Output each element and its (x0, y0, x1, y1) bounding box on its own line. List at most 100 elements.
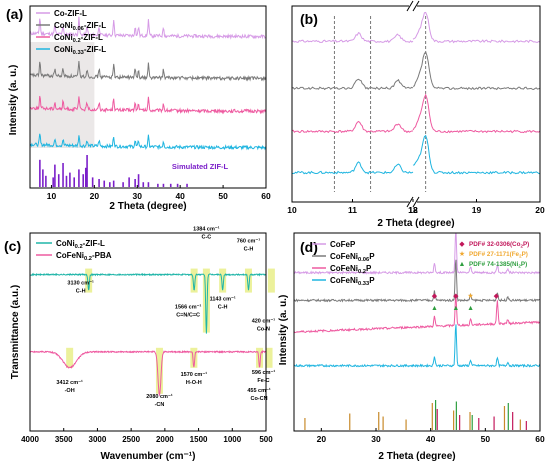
panel-c-series-line (30, 349, 266, 397)
panel-b-tick-label: 20 (535, 205, 545, 215)
panel-c-annotation-group: C-C (202, 235, 212, 241)
panel-d-peak-marker: ◆ (453, 293, 459, 300)
panel-c-annotation-position: 3130 cm⁻¹ (67, 280, 94, 287)
panel-b-tick-label: 19 (472, 205, 482, 215)
panel-d-series-line (294, 259, 540, 303)
panel-a-series-line (30, 133, 266, 151)
panel-d-tick-label: 40 (426, 434, 436, 444)
panel-b-series-line (292, 78, 414, 91)
panel-c-tick-label: 4000 (21, 435, 39, 444)
panel-b-series-line (292, 120, 413, 134)
panel-c-xlabel: Wavenumber (cm⁻¹) (101, 451, 196, 462)
panel-c-band (66, 347, 74, 368)
panel-d-series-line (294, 295, 540, 334)
panel-c-legend-label: CoNi0.2-ZIF-L (56, 239, 105, 250)
panel-c-band (190, 268, 198, 293)
panel-d-tick-label: 30 (371, 434, 381, 444)
panel-c-annotation-position: 2080 cm⁻¹ (146, 393, 173, 400)
panel-a-tick-label: 10 (47, 191, 57, 201)
panel-a-tick-label: 20 (90, 191, 100, 201)
panel-d-label: (d) (300, 239, 318, 255)
panel-d-ylabel: Intensity (a. u.) (278, 295, 289, 366)
panel-a-reference-label: Simulated ZIF-L (172, 162, 229, 171)
panel-a-legend-label: CoNi0.2-ZIF-L (54, 33, 103, 44)
panel-d-legend-label: CoFeNi0.06P (330, 252, 375, 263)
panel-c-band (267, 268, 275, 293)
panel-b-axis-break (406, 0, 420, 208)
panel-c-band (265, 347, 273, 368)
panel-b-series-line (412, 93, 540, 134)
panel-c-annotation-position: 3412 cm⁻¹ (56, 379, 83, 386)
panel-c-tick-label: 3000 (89, 435, 107, 444)
panel-a-tick-label: 60 (261, 191, 271, 201)
panel-c-band (202, 268, 210, 333)
panel-c-legend-label: CoFeNi0.2-PBA (56, 251, 112, 262)
panel-c-annotation-position: 1566 cm⁻¹ (175, 304, 202, 311)
panel-d-xlabel: 2 Theta (degree) (378, 451, 455, 462)
panel-b-label: (b) (300, 11, 318, 27)
panel-b-series-line (292, 161, 414, 175)
panel-a-tick-label: 50 (218, 191, 228, 201)
panel-c-annotation-group: Co-N (257, 327, 270, 333)
panel-d-legend-label: CoFeNi0.2P (330, 264, 372, 275)
panel-b-tick-label: 18 (408, 205, 418, 215)
panel-b-tick-label: 11 (348, 205, 357, 215)
panel-d-legend-label: CoFeP (330, 240, 356, 249)
panel-d: ◆ ◆ ◆ ★ ▲ ▲ ▲ (d) CoFeP CoFeNi0.06PCoFeNi0.2PCo… (278, 232, 545, 462)
panel-c-tick-label: 500 (259, 435, 273, 444)
panel-c-annotation-position: 760 cm⁻¹ (237, 238, 261, 245)
panel-c-series-line (30, 272, 266, 334)
panel-d-legend-label: CoFeNi0.33P (330, 276, 375, 287)
panel-c-label: (c) (4, 238, 21, 254)
panel-c-annotation-group: H-O-H (186, 380, 202, 386)
panel-c-frame (29, 232, 267, 432)
panel-c-annotation-position: 596 cm⁻¹ (252, 369, 276, 376)
panel-d-pdf-label: PDF# 32-0306(Co2P) (469, 241, 529, 249)
panel-c-band (190, 347, 198, 368)
panel-b-xlabel: 2 Theta (degree) (377, 218, 454, 229)
panel-c-annotation-group: -OH (65, 388, 75, 394)
panel-a-series-line (30, 16, 266, 40)
panel-d-pdf-symbol: ◆ (459, 241, 465, 248)
panel-c-band (256, 347, 264, 368)
panel-d-peak-marker: ▲ (467, 305, 474, 312)
panel-a-series-line (30, 61, 266, 82)
panel-b-series-line (412, 134, 540, 175)
panel-a-frame (29, 5, 267, 189)
panel-c-tick-label: 3500 (55, 435, 73, 444)
panel-c-tick-label: 2500 (122, 435, 140, 444)
panel-c-annotation-group: -CN (155, 402, 165, 408)
panel-a-highlight (30, 42, 95, 148)
panel-c-annotation-position: 1143 cm⁻¹ (210, 296, 236, 303)
panel-c-tick-label: 1500 (190, 435, 208, 444)
panel-d-pdf-label: PDF# 27-1171(Fe2P) (469, 251, 528, 259)
panel-d-peak-marker: ★ (467, 292, 473, 300)
panel-a-legend-label: Co-ZIF-L (54, 9, 87, 18)
panel-d-pdf-symbol: ▲ (459, 261, 466, 268)
panel-b-tick-label: 10 (287, 205, 297, 215)
panel-d-peak-marker: ▲ (431, 305, 438, 312)
panel-c-annotation-position: 1384 cm⁻¹ (193, 226, 220, 233)
panel-d-series-line (294, 324, 540, 369)
panel-d-peak-marker: ◆ (432, 293, 438, 300)
panel-a: (a) Co-ZIF-L CoNi0.06-ZIF-LCoNi0.2-ZIF-LC… (6, 5, 271, 212)
panel-c-band (219, 268, 227, 293)
panel-d-tick-label: 20 (317, 434, 327, 444)
panel-c-band (155, 347, 163, 394)
panel-d-frame (293, 232, 541, 432)
panel-c-annotation-group: Co-CN (250, 396, 267, 402)
panel-c-annotation-group: Fe-C (257, 378, 269, 384)
panel-b-tick-label: 12 (408, 205, 418, 215)
panel-b-series-line (412, 11, 540, 44)
panel-a-ylabel: Intensity (a. u.) (8, 65, 19, 136)
panel-c-annotation-group: C-H (244, 247, 254, 253)
panel-b-series-line (412, 50, 540, 91)
panel-a-tick-label: 30 (133, 191, 143, 201)
panel-c-annotation-position: 1570 cm⁻¹ (181, 371, 208, 378)
panel-d-pdf-label: PDF# 74-1385(Ni2P) (469, 261, 527, 269)
panel-c-tick-label: 2000 (156, 435, 174, 444)
panel-c-annotation-group: C-H (218, 305, 228, 311)
panel-d-peak-marker: ◆ (494, 293, 500, 300)
